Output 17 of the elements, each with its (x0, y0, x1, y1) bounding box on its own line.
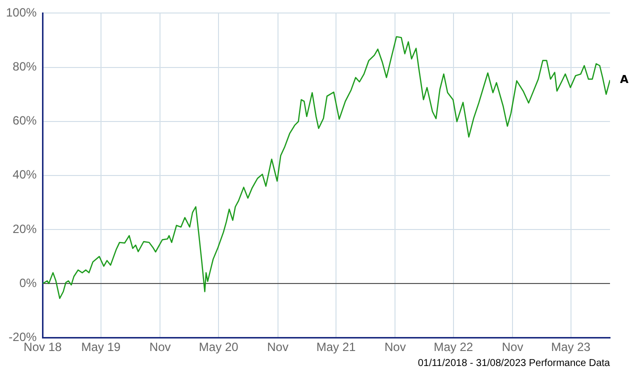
series-label: A (620, 72, 629, 86)
x-tick-label: May 22 (434, 340, 474, 354)
x-tick-label: Nov (384, 340, 406, 354)
y-tick-label: 20% (12, 222, 38, 236)
x-tick-label: Nov (267, 340, 288, 354)
y-tick-label: 80% (12, 60, 38, 74)
text: 01/11/2018 - 31/08/2023 Performance Data (418, 358, 610, 369)
x-tick-label: May 21 (316, 340, 356, 354)
x-tick-label: May 23 (551, 340, 591, 354)
x-tick-label: Nov (149, 340, 171, 354)
y-tick-label: 0% (19, 276, 38, 290)
x-tick-label: Nov (502, 340, 524, 354)
y-tick-label: 60% (12, 114, 38, 128)
x-tick-label: May 19 (81, 340, 121, 354)
x-tick-label: May 20 (198, 340, 239, 354)
y-tick-label: 40% (12, 168, 38, 182)
y-tick-label: 100% (6, 6, 38, 20)
